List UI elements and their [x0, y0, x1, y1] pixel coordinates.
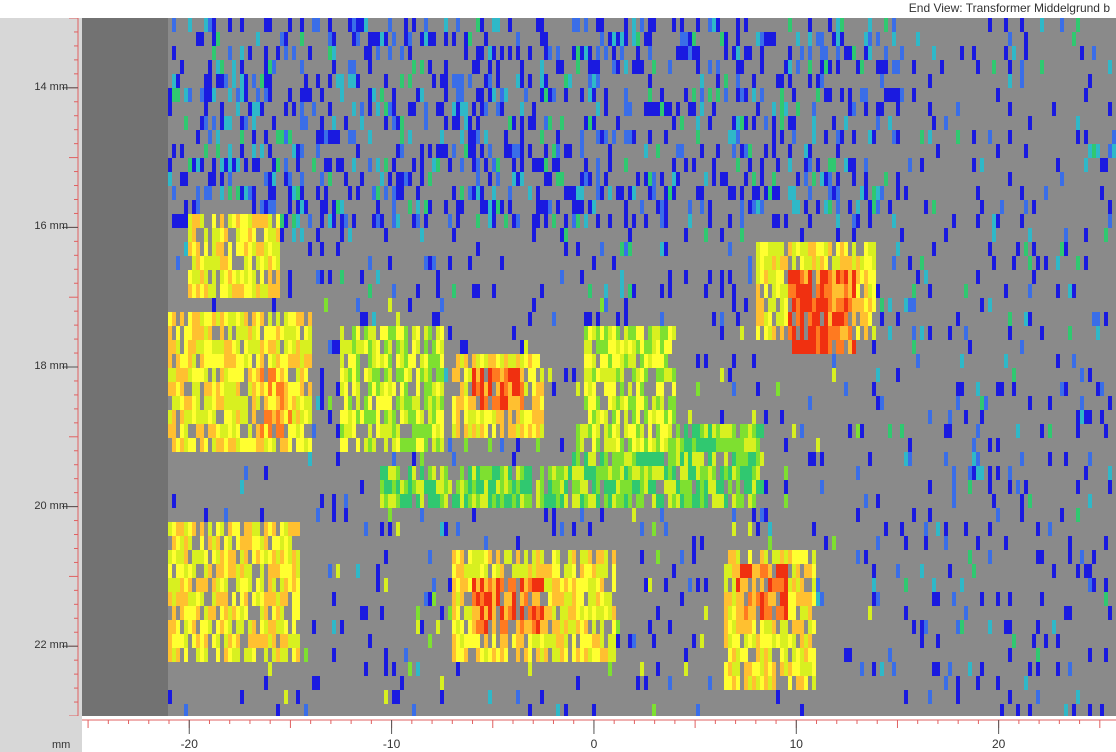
y-tick-label: 22 mm — [34, 639, 68, 652]
x-axis-ruler[interactable]: -20 -10 0 10 20 — [82, 716, 1116, 752]
axis-unit-corner: mm — [0, 716, 82, 752]
view-title: End View: Transformer Middelgrund b — [908, 1, 1110, 15]
x-tick-label: -20 — [180, 737, 198, 751]
ultrasound-scan-plot[interactable] — [82, 18, 1116, 716]
scan-heatmap — [82, 18, 1116, 716]
x-ruler-ticks — [82, 719, 1116, 734]
unit-label: mm — [52, 739, 71, 751]
dead-zone — [82, 18, 168, 716]
y-tick-label: 16 mm — [34, 220, 68, 233]
x-tick-label: 0 — [590, 737, 598, 751]
y-tick-label: 18 mm — [34, 360, 68, 372]
x-tick-label: 10 — [789, 737, 803, 751]
y-tick-label: 14 mm — [34, 80, 68, 93]
x-tick-label: 20 — [991, 737, 1006, 751]
x-tick-label: -10 — [382, 737, 401, 751]
y-ruler-ticks — [62, 18, 79, 716]
y-axis-ruler[interactable]: 14 mm 16 mm 18 mm 20 mm 22 mm — [0, 18, 82, 716]
scan-cells — [168, 18, 1116, 716]
title-bar: End View: Transformer Middelgrund b — [0, 0, 1116, 18]
y-tick-label: 20 mm — [34, 499, 68, 512]
